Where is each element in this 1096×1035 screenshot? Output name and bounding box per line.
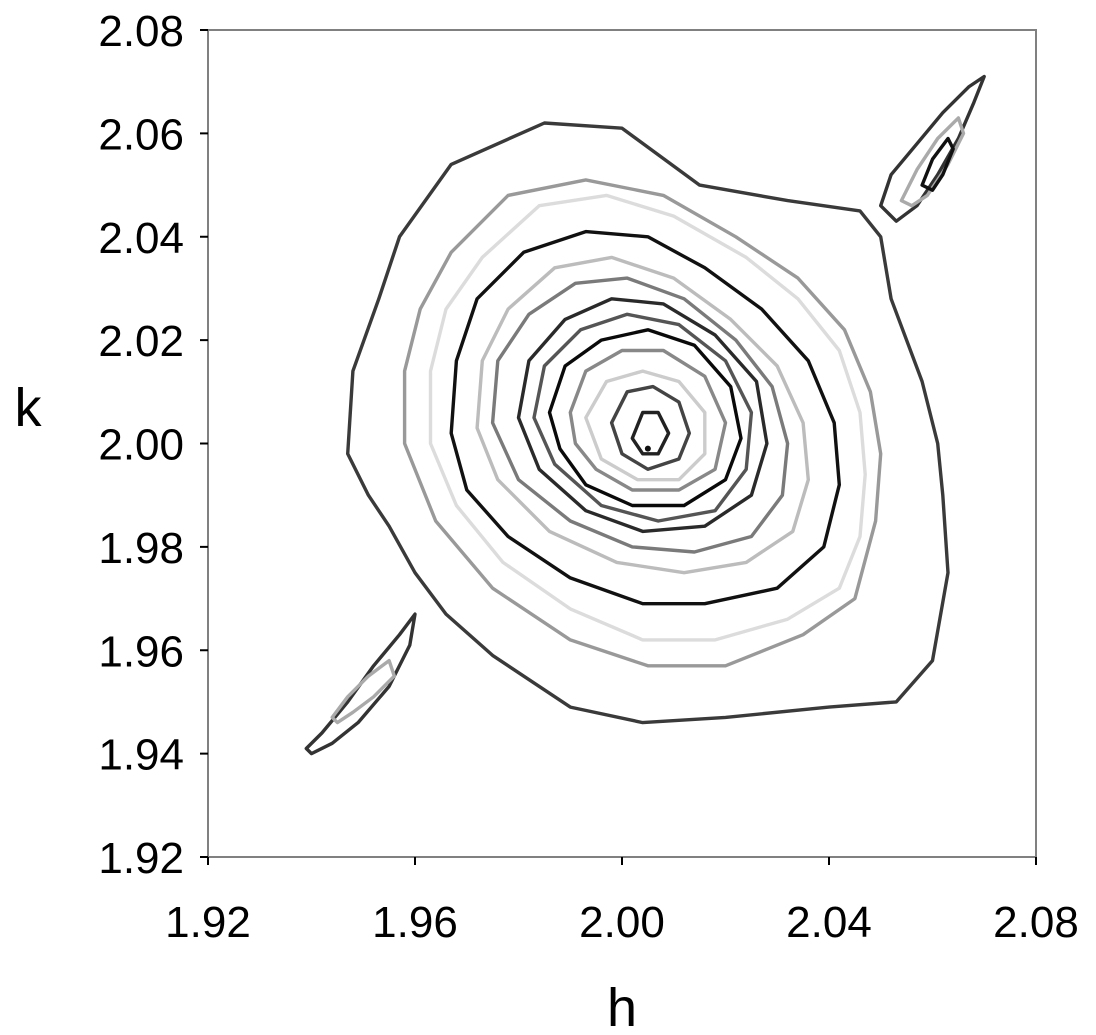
y-tick-label: 1.96 xyxy=(98,627,184,676)
x-tick-label: 1.92 xyxy=(165,898,251,947)
contour-line-2 xyxy=(428,193,867,642)
y-axis-ticks: 2.08 2.06 2.04 2.02 2.00 1.98 1.96 1.94 1.92 xyxy=(98,7,208,883)
y-tick-label: 2.04 xyxy=(98,214,184,263)
y-tick-label: 1.98 xyxy=(98,524,184,573)
contour-lines xyxy=(304,74,986,756)
y-tick-label: 1.94 xyxy=(98,731,184,780)
contour-line-5 xyxy=(490,276,790,554)
x-axis-ticks: 1.92 1.96 2.00 2.04 2.08 xyxy=(165,857,1079,947)
contour-line-4 xyxy=(475,255,810,575)
contour-line-6 xyxy=(516,297,769,534)
y-tick-label: 2.06 xyxy=(98,110,184,159)
contour-line-9 xyxy=(568,348,728,492)
contour-line-15 xyxy=(920,136,955,192)
contour-line-14 xyxy=(899,116,966,208)
x-tick-label: 2.00 xyxy=(579,898,665,947)
y-tick-label: 2.02 xyxy=(98,317,184,366)
x-tick-label: 2.04 xyxy=(786,898,872,947)
contour-line-10 xyxy=(584,369,707,482)
y-tick-label: 2.08 xyxy=(98,7,184,56)
x-tick-label: 2.08 xyxy=(993,898,1079,947)
contour-line-13 xyxy=(879,74,986,223)
contour-line-12 xyxy=(630,410,671,456)
peak-marker xyxy=(644,445,651,452)
contour-line-1 xyxy=(402,178,883,668)
y-tick-label: 1.92 xyxy=(98,834,184,883)
x-tick-label: 1.96 xyxy=(372,898,458,947)
contour-line-16 xyxy=(304,612,417,756)
contour-line-17 xyxy=(330,658,396,725)
contour-line-7 xyxy=(532,312,754,523)
contour-line-0 xyxy=(346,121,950,725)
x-axis-title: h xyxy=(607,978,637,1035)
contour-line-3 xyxy=(449,229,841,606)
y-axis-title: k xyxy=(15,378,43,438)
plot-area xyxy=(207,29,1037,858)
contour-line-8 xyxy=(547,328,743,508)
contour-line-11 xyxy=(609,384,691,471)
y-tick-label: 2.00 xyxy=(98,421,184,470)
